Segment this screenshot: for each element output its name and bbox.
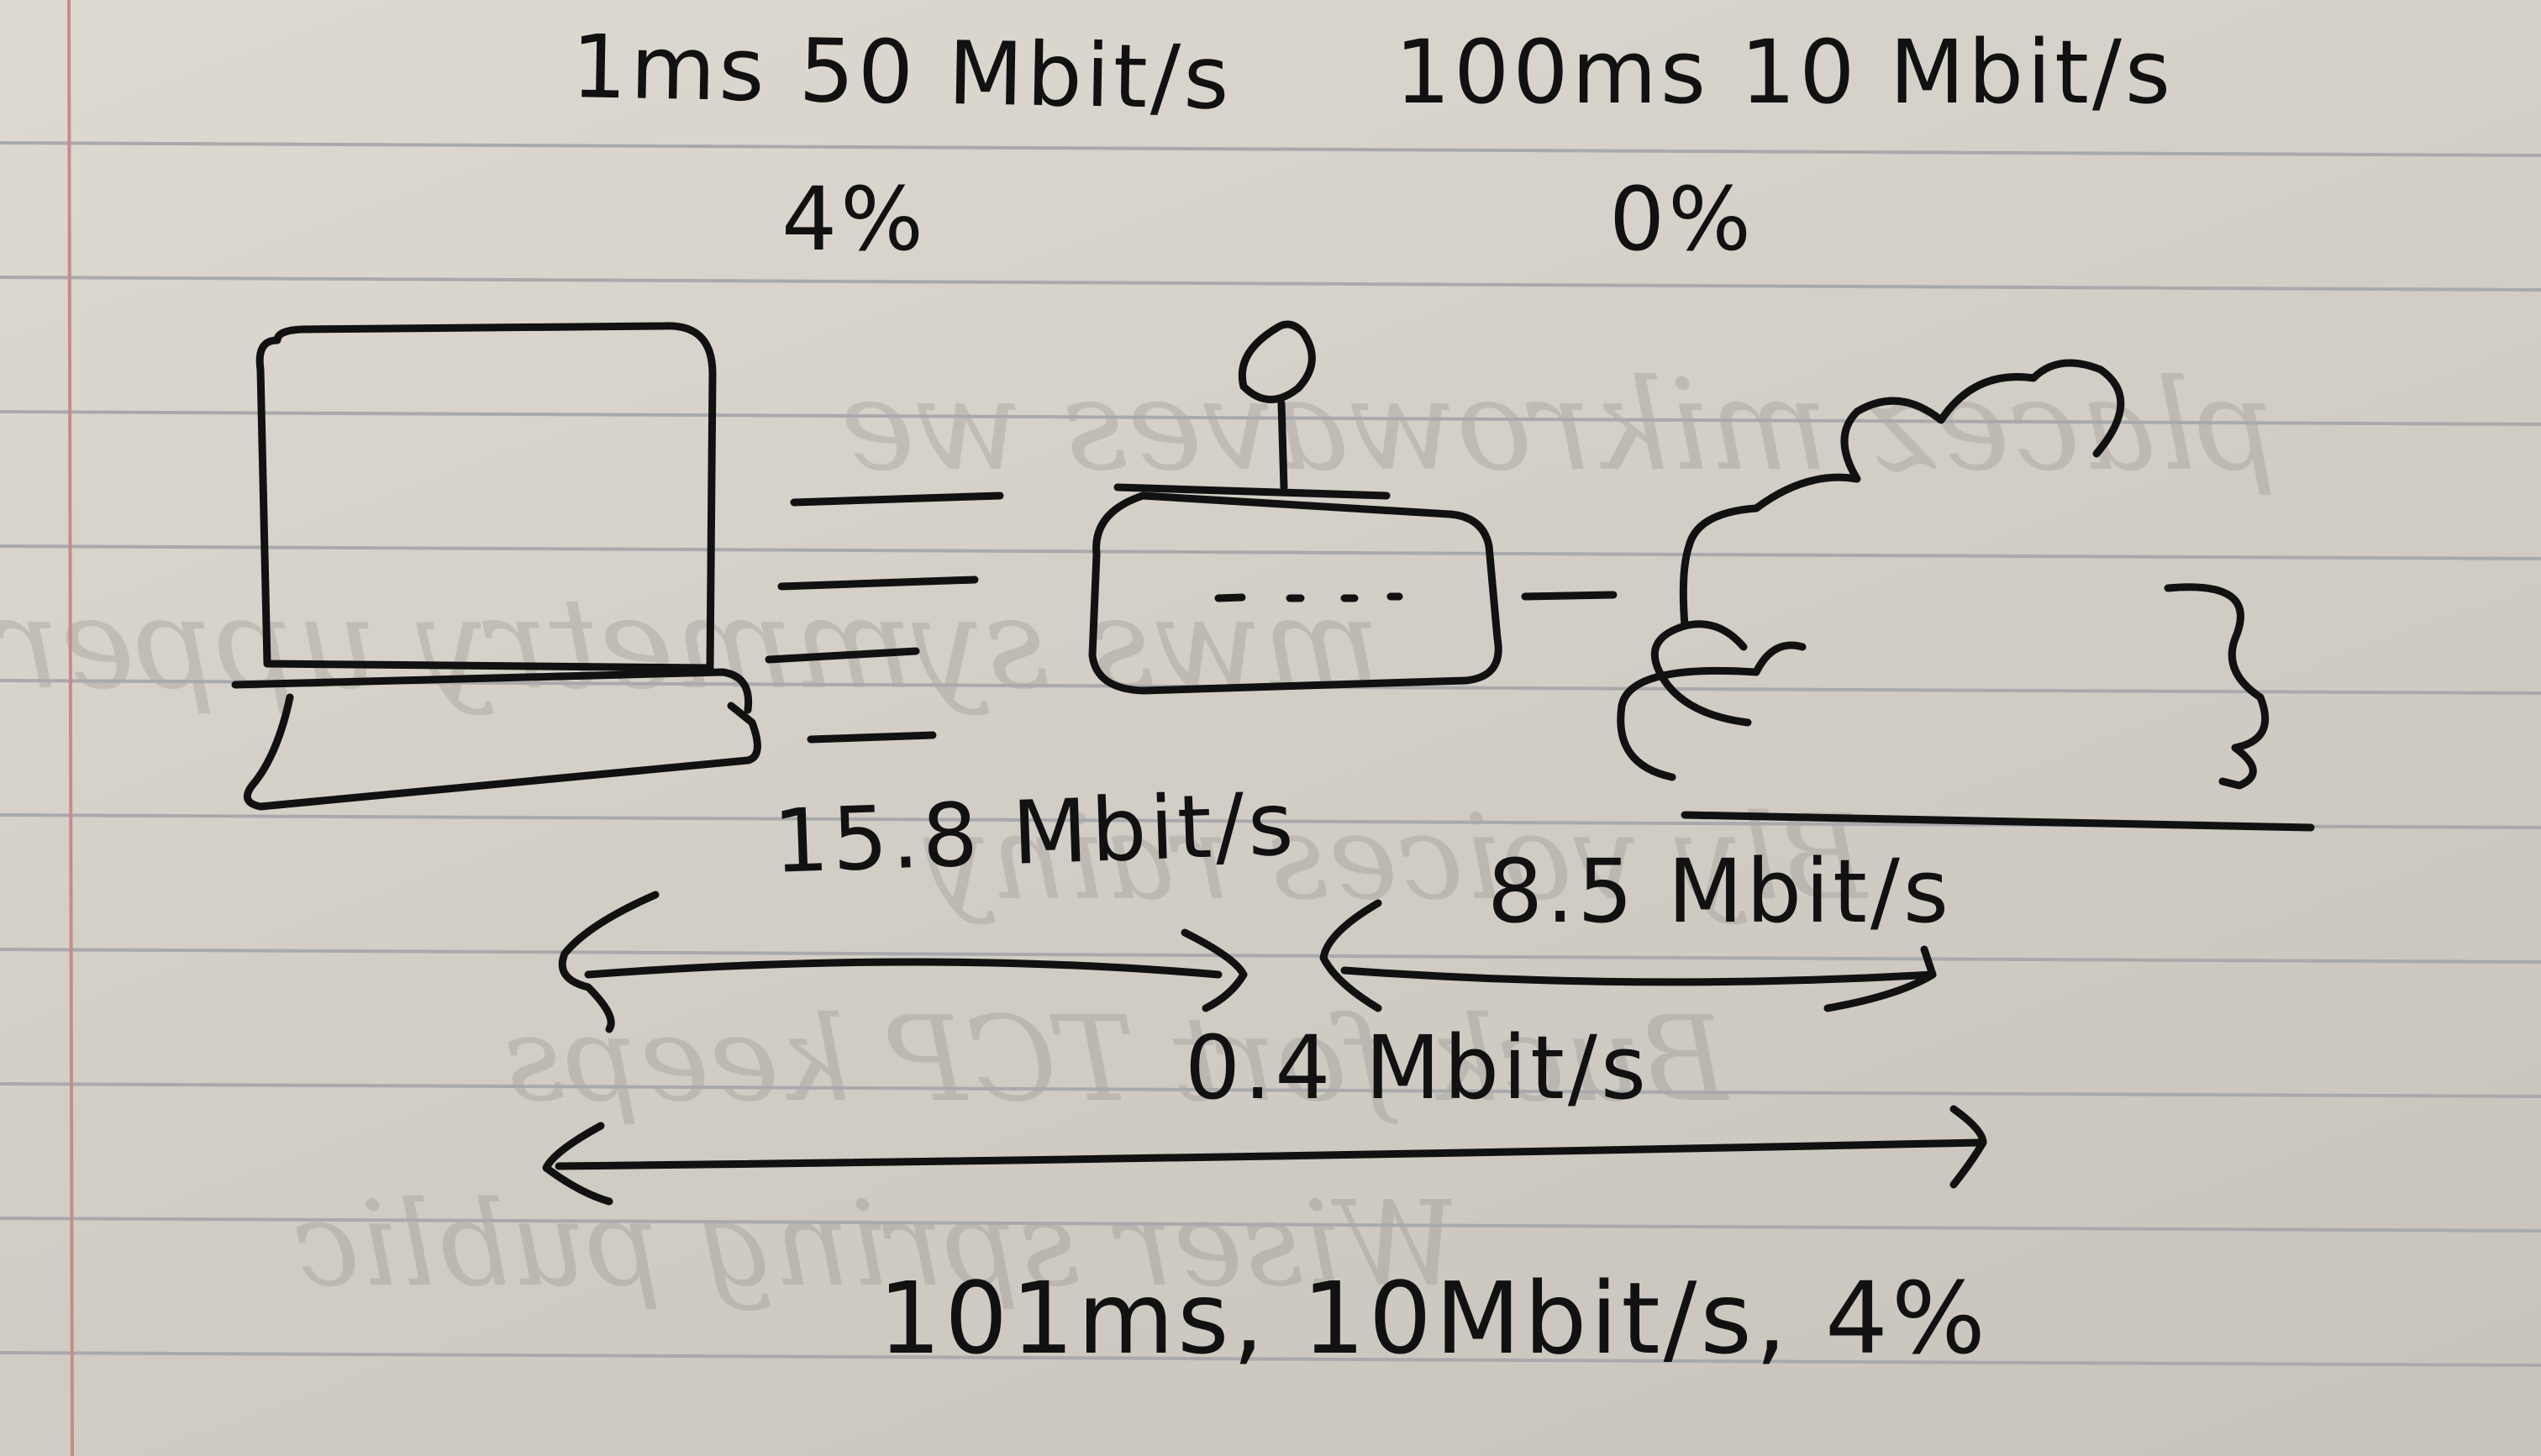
margin-line — [67, 0, 74, 1456]
link-router-internet-loss: 0% — [1609, 168, 1754, 271]
cloud-icon — [1617, 359, 2315, 832]
measured-router-internet: 8.5 Mbit/s — [1487, 840, 1953, 943]
link-laptop-router-spec: 1ms 50 Mbit/s — [570, 15, 1234, 129]
router-cloud-link — [1521, 591, 1618, 601]
wireless-strokes — [765, 491, 1004, 744]
arrow-end-to-end — [542, 1105, 1987, 1206]
measured-laptop-router: 15.8 Mbit/s — [771, 772, 1299, 893]
link-router-internet-spec: 100ms 10 Mbit/s — [1395, 21, 2175, 124]
router-icon — [1088, 320, 1502, 695]
arrow-laptop-router — [558, 891, 1248, 1033]
laptop-icon — [231, 322, 761, 811]
end-to-end-summary: 101ms, 10Mbit/s, 4% — [878, 1260, 1990, 1376]
measured-end-to-end: 0.4 Mbit/s — [1185, 1017, 1650, 1119]
arrow-router-internet — [1319, 899, 1937, 1012]
link-laptop-router-loss: 4% — [781, 168, 927, 271]
